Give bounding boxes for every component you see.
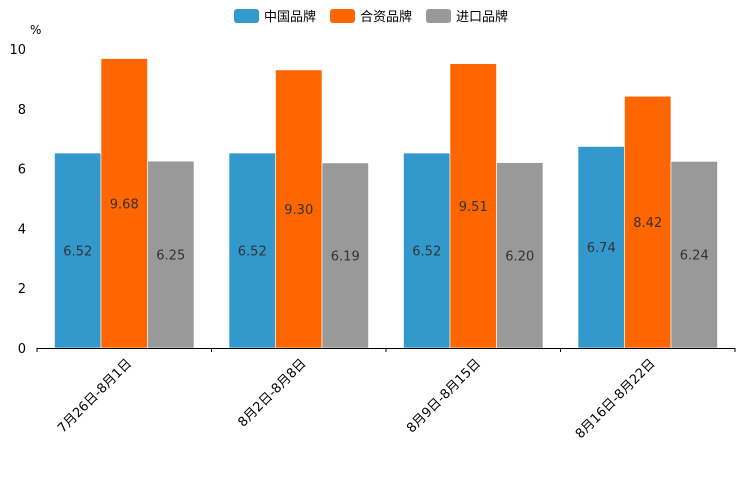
data-label: 6.52	[238, 245, 267, 260]
bar	[147, 160, 195, 349]
legend-label[interactable]: 进口品牌	[456, 9, 508, 25]
data-label: 6.20	[505, 249, 534, 264]
legend-label[interactable]: 合资品牌	[360, 9, 412, 25]
y-tick-label: 0	[18, 342, 26, 357]
y-axis-unit-label: %	[30, 23, 41, 37]
data-label: 6.24	[680, 249, 709, 264]
y-tick-label: 2	[18, 282, 26, 297]
y-tick-label: 6	[18, 163, 26, 178]
legend-swatch	[234, 9, 259, 23]
data-label: 6.52	[63, 245, 92, 260]
data-label: 6.25	[156, 249, 185, 264]
bar	[670, 161, 718, 349]
data-label: 6.52	[412, 245, 441, 260]
bar	[228, 152, 276, 349]
bar	[275, 69, 323, 349]
bar	[54, 152, 102, 349]
data-label: 8.42	[633, 216, 662, 231]
data-label: 6.19	[331, 249, 360, 264]
legend: 中国品牌 合资品牌 进口品牌	[234, 9, 508, 25]
x-axis: 7月26日-8月1日 8月2日-8月8日 8月9日-8月15日 8月16日-8月22日	[36, 348, 736, 442]
data-label: 9.30	[284, 203, 313, 218]
bar	[577, 146, 625, 349]
bar	[100, 58, 148, 349]
bar	[321, 162, 369, 349]
bar	[449, 63, 497, 349]
y-tick-label: 4	[18, 222, 26, 237]
x-tick-label: 8月16日-8月22日	[573, 356, 659, 442]
data-label: 9.51	[459, 200, 488, 215]
x-tick-label: 8月9日-8月15日	[404, 356, 484, 436]
bars: 6.52 9.68 6.25 6.52 9.30 6.19 6.52 9.51 6.20 6.74…	[54, 58, 718, 349]
legend-swatch	[426, 9, 451, 23]
y-tick-label: 10	[9, 43, 26, 58]
legend-label[interactable]: 中国品牌	[264, 9, 316, 25]
x-tick-label: 7月26日-8月1日	[55, 356, 135, 436]
y-axis: 0 2 4 6 8 10	[9, 43, 26, 357]
y-tick-label: 8	[18, 103, 26, 118]
data-label: 9.68	[110, 197, 139, 212]
x-tick-label: 8月2日-8月8日	[235, 356, 309, 430]
data-label: 6.74	[587, 241, 616, 256]
legend-swatch	[330, 9, 355, 23]
